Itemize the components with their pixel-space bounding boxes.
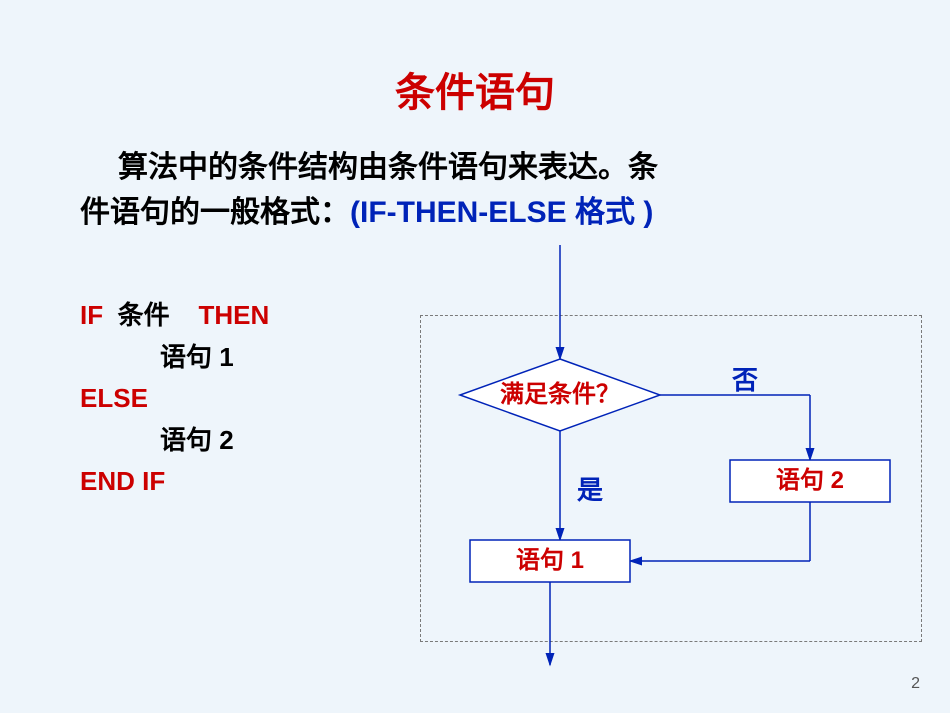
page-number: 2 [911,675,920,693]
stmt2-label: 语句 2 [730,460,890,502]
decision-label: 满足条件？ [460,359,660,431]
flowchart-svg [0,0,950,713]
stmt1-label: 语句 1 [470,540,630,582]
no-label: 否 [725,365,765,395]
yes-label: 是 [570,475,610,505]
